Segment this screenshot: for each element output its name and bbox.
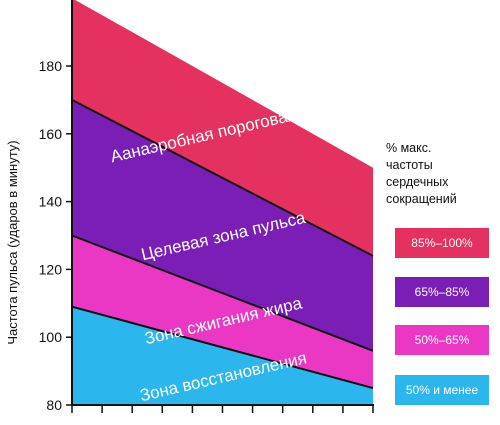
y-axis-label: Частота пульса (ударов в минуту) bbox=[5, 140, 20, 344]
zone-boundary-2 bbox=[71, 99, 374, 257]
y-tick-label: 140 bbox=[39, 194, 63, 210]
legend-title: % макс. частоты сердечных сокращений bbox=[386, 141, 457, 206]
zone-area-3 bbox=[72, 0, 373, 256]
legend-item-85-100: 85%–100% bbox=[395, 228, 489, 258]
zone-boundary-1 bbox=[71, 234, 374, 352]
y-tick-label: 120 bbox=[39, 261, 63, 277]
y-tick-label: 100 bbox=[39, 329, 63, 345]
y-tick-label: 180 bbox=[39, 58, 63, 74]
zone-area-1 bbox=[72, 235, 373, 389]
zone-area-2 bbox=[72, 99, 373, 351]
zone-boundary-0 bbox=[71, 305, 374, 390]
y-tick-label: 80 bbox=[46, 397, 62, 413]
zone-area-0 bbox=[72, 306, 373, 405]
legend-item-65-85: 65%–85% bbox=[395, 277, 489, 307]
y-tick-label: 160 bbox=[39, 126, 63, 142]
legend-item-50-65: 50%–65% bbox=[395, 325, 489, 355]
legend-item-50-less: 50% и менее bbox=[395, 375, 489, 405]
